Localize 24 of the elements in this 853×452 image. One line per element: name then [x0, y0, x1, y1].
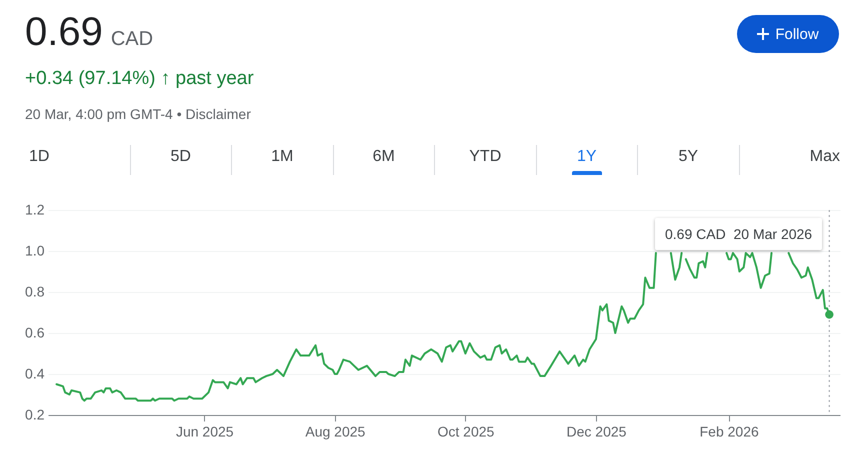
text: 20 Mar, 4:00 pm GMT-4 • Disclaimer [25, 106, 251, 122]
text: Max [810, 148, 840, 165]
x-tick-label: Feb 2026 [700, 424, 759, 440]
text: 6M [372, 148, 395, 165]
chart-title: 0.69 CAD [25, 10, 154, 54]
text: 1D [29, 148, 50, 165]
chart-subtitle: +0.34 (97.14%) ↑ past year [25, 68, 254, 90]
text: Follow [775, 26, 819, 42]
x-tick-label: Dec 2025 [566, 424, 627, 440]
y-tick-label: 0.4 [25, 366, 45, 382]
y-tick-label: 0.2 [25, 406, 45, 422]
text: YTD [469, 148, 502, 165]
y-tick-label: 1.2 [25, 202, 45, 218]
y-tick-label: 1.0 [25, 242, 45, 258]
text: 5D [170, 148, 191, 165]
y-tick-label: 0.6 [25, 324, 45, 340]
text: 1Y [576, 148, 597, 165]
x-tick-label: Jun 2025 [176, 424, 234, 440]
text: 5Y [678, 148, 698, 165]
y-tick-label: 0.8 [25, 284, 45, 300]
text: 1M [271, 148, 294, 165]
x-tick-label: Aug 2025 [305, 424, 366, 440]
annotation: 0.69 CAD 20 Mar 2026 [655, 218, 822, 250]
x-tick-label: Oct 2025 [437, 424, 495, 440]
